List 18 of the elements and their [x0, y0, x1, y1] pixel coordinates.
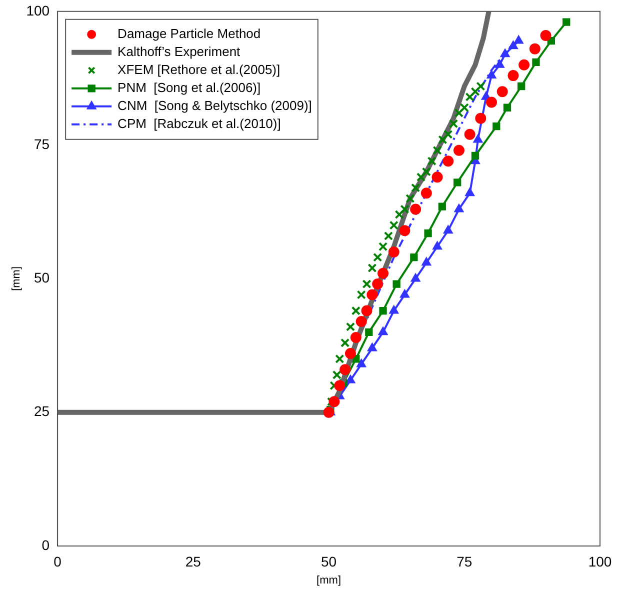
y-tick-label: 25	[34, 403, 50, 420]
x-axis-title: [mm]	[316, 574, 342, 586]
x-tick-label: 50	[320, 553, 337, 570]
x-tick-label: 75	[456, 553, 472, 570]
y-tick-label: 0	[42, 536, 50, 553]
y-tick-label: 100	[26, 2, 50, 18]
legend-label: CPM [Rabczuk et al.(2010)]	[118, 116, 281, 131]
x-tick-label: 100	[588, 553, 612, 570]
x-tick-label: 0	[54, 553, 62, 570]
y-axis-title: [mm]	[10, 266, 23, 291]
legend-label: XFEM [Rethore et al.(2005)]	[118, 62, 280, 77]
legend-label: Damage Particle Method	[118, 26, 261, 41]
legend-label: PNM [Song et al.(2006)]	[118, 80, 261, 95]
legend-label: Kalthoff’s Experiment	[118, 44, 241, 59]
x-tick-label: 25	[185, 553, 202, 570]
y-tick-label: 50	[34, 270, 50, 286]
legend-label: CNM [Song & Belytschko (2009)]	[118, 98, 312, 113]
y-tick-label: 75	[34, 136, 50, 152]
